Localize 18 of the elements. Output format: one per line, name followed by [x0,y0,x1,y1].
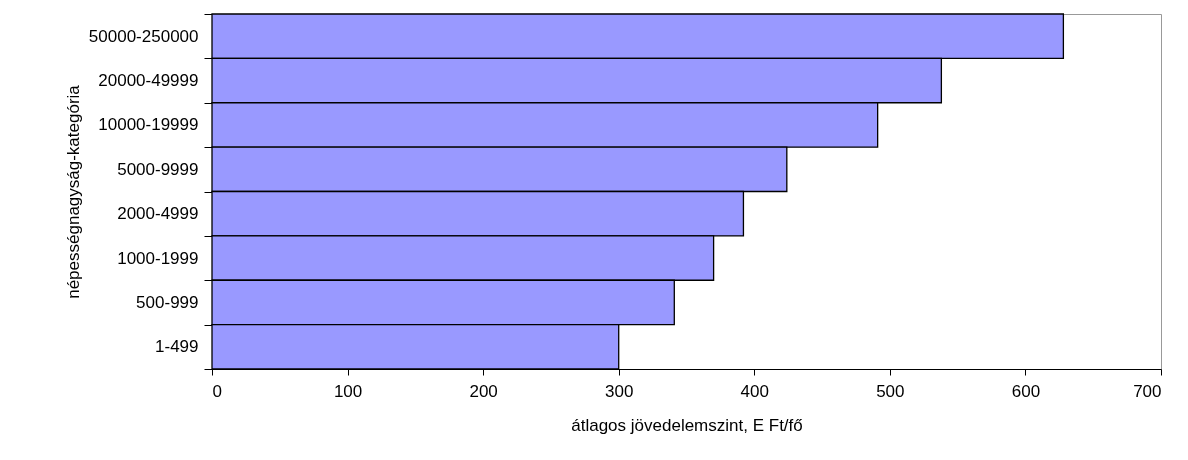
x-tick-label: 500 [876,381,905,401]
x-tick-label: 400 [740,381,769,401]
x-tick-label: 600 [1011,381,1041,401]
y-tick-label: 20000-49999 [98,71,199,91]
x-tick-label: 100 [333,381,363,401]
x-tick-label: 700 [1133,381,1162,401]
y-tick-label: 1000-1999 [117,248,199,268]
x-tick-label: 0 [212,381,222,401]
y-tick-label: 5000-9999 [117,159,199,179]
y-tick-label: 1-499 [155,337,199,357]
y-tick-label: 2000-4999 [117,204,199,224]
x-tick-label: 300 [605,381,634,401]
x-axis-title: átlagos jövedelemszint, E Ft/fő [571,415,803,435]
x-tick-label: 200 [469,381,498,401]
y-tick-label: 500-999 [136,292,199,312]
y-tick-label: 50000-250000 [88,26,199,46]
y-axis-title: népességnagyság-kategória [63,84,83,299]
y-tick-label: 10000-19999 [98,115,199,135]
